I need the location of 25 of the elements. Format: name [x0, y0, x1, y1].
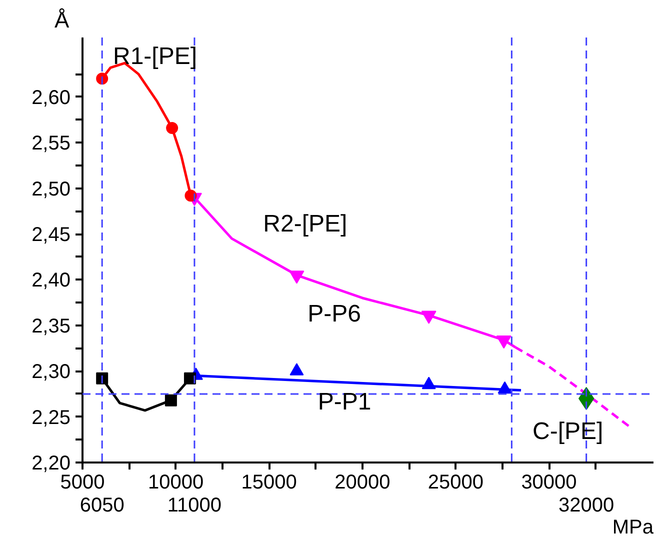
y-tick-label: 2,25: [32, 406, 71, 429]
annotation: R1-[PE]: [113, 43, 198, 70]
x-tick-label: 20000: [334, 472, 390, 494]
ref-line-label: 11000: [167, 494, 222, 516]
annotation: P-P6: [308, 300, 361, 328]
ref-line-label: 32000: [558, 494, 614, 516]
x-axis-title: MPa: [612, 516, 654, 538]
y-tick-label: 2,50: [32, 178, 71, 200]
x-tick-label: 10000: [148, 472, 204, 494]
annotation: C-[PE]: [532, 418, 604, 445]
y-tick-label: 2,55: [32, 132, 71, 155]
y-axis-title: Å: [54, 8, 70, 32]
x-tick-label: 5000: [60, 472, 105, 494]
y-tick-label: 2,30: [32, 361, 71, 384]
y-tick-label: 2,40: [32, 270, 71, 292]
x-tick-label: 30000: [521, 472, 577, 494]
y-tick-label: 2,60: [32, 86, 71, 109]
x-tick-label: 25000: [428, 472, 484, 494]
y-tick-label: 2,20: [32, 452, 71, 474]
y-tick-label: 2,35: [32, 315, 71, 338]
x-tick-label: 15000: [241, 472, 297, 494]
annotation: P-P1: [318, 388, 372, 416]
ref-line-label: 6050: [80, 494, 124, 516]
y-tick-label: 2,45: [32, 224, 71, 246]
annotation: R2-[PE]: [263, 210, 348, 238]
